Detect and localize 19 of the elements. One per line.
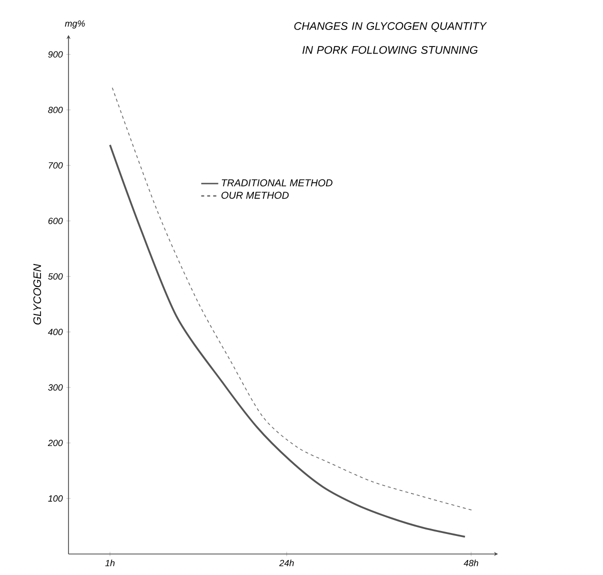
chart-title: CHANGES IN GLYCOGEN QUANTITY IN PORK FOLLOWING STUNNING [294, 22, 487, 54]
y-tick-label: 400 [48, 328, 63, 336]
x-tick-label: 48h [464, 560, 478, 566]
y-tick-label: 700 [48, 162, 63, 169]
x-tick-label: 24h [279, 560, 294, 566]
text: mg% [64, 20, 85, 28]
x-tick-label: 1h [105, 560, 115, 566]
legend-label: OUR METHOD [221, 192, 289, 199]
line-series [109, 144, 466, 538]
y-axis-title: GLYCOGEN [33, 264, 42, 324]
y-tick-label: 100 [48, 495, 63, 502]
legend-label: TRADITIONAL METHOD [222, 179, 332, 186]
y-tick-label: 900 [48, 51, 63, 58]
y-tick-label: 500 [48, 273, 63, 280]
y-tick-label: 200 [48, 440, 63, 446]
y-tick-label: 800 [48, 106, 63, 114]
line-series [112, 87, 472, 511]
y-tick-label: 600 [48, 218, 63, 224]
y-tick-label: 300 [48, 384, 63, 391]
